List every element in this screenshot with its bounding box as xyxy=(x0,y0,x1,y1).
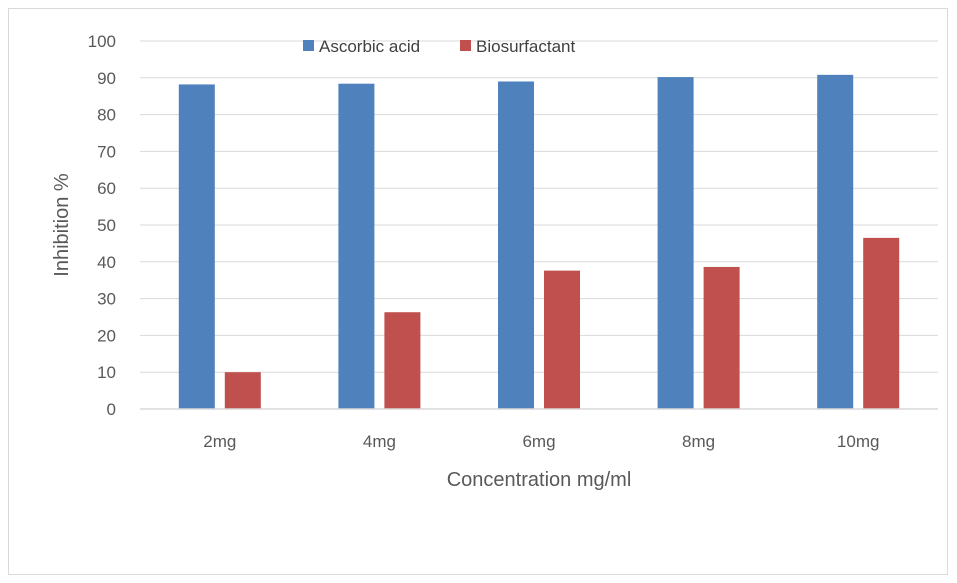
y-tick-label: 20 xyxy=(97,326,116,345)
x-tick-label: 2mg xyxy=(203,432,236,451)
y-tick-label: 10 xyxy=(97,363,116,382)
y-tick-label: 80 xyxy=(97,106,116,125)
y-tick-label: 50 xyxy=(97,216,116,235)
bar-ascorbic-acid-4mg xyxy=(338,83,375,410)
gridlines xyxy=(140,40,938,373)
x-tick-label: 4mg xyxy=(363,432,396,451)
bar-biosurfactant-10mg xyxy=(863,237,900,409)
legend-swatch xyxy=(460,40,471,51)
bar-biosurfactant-6mg xyxy=(544,270,580,409)
legend-label: Ascorbic acid xyxy=(319,37,420,56)
bar-biosurfactant-4mg xyxy=(384,312,421,409)
bars xyxy=(178,74,900,410)
y-tick-label: 30 xyxy=(97,290,116,309)
bar-biosurfactant-2mg xyxy=(224,372,261,409)
y-tick-label: 60 xyxy=(97,179,116,198)
legend-label: Biosurfactant xyxy=(476,37,575,56)
y-tick-label: 40 xyxy=(97,253,116,272)
y-tick-labels: 0 10 20 30 40 50 60 70 80 90 100 xyxy=(88,32,116,419)
legend: Ascorbic acid Biosurfactant xyxy=(303,37,575,56)
x-axis-title: Concentration mg/ml xyxy=(447,469,632,491)
bar-ascorbic-acid-8mg xyxy=(657,77,694,410)
bar-ascorbic-acid-6mg xyxy=(498,81,534,409)
legend-swatch xyxy=(303,40,314,51)
chart-area xyxy=(8,8,948,575)
y-axis-title: Inhibition % xyxy=(51,173,73,277)
bar-ascorbic-acid-2mg xyxy=(178,84,215,409)
x-tick-label: 10mg xyxy=(837,432,880,451)
y-tick-label: 0 xyxy=(107,400,116,419)
y-tick-label: 90 xyxy=(97,69,116,88)
bar-ascorbic-acid-10mg xyxy=(817,74,854,409)
y-tick-label: 70 xyxy=(97,142,116,161)
bar-biosurfactant-8mg xyxy=(703,266,740,409)
x-tick-label: 8mg xyxy=(682,432,715,451)
x-tick-labels: 2mg 4mg 6mg 8mg 10mg xyxy=(203,432,879,451)
y-tick-label: 100 xyxy=(88,32,116,51)
x-tick-label: 6mg xyxy=(522,432,555,451)
